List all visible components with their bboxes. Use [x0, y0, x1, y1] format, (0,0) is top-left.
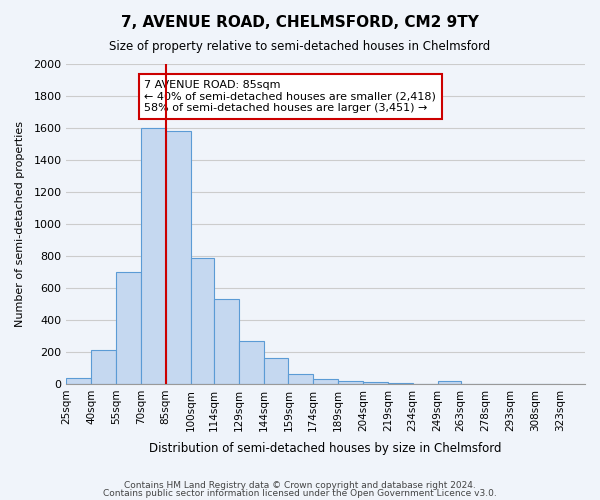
Bar	[191, 258, 214, 384]
Bar	[437, 380, 461, 384]
Text: 7, AVENUE ROAD, CHELMSFORD, CM2 9TY: 7, AVENUE ROAD, CHELMSFORD, CM2 9TY	[121, 15, 479, 30]
Bar	[363, 382, 388, 384]
Y-axis label: Number of semi-detached properties: Number of semi-detached properties	[15, 121, 25, 327]
Bar	[263, 358, 289, 384]
Text: Size of property relative to semi-detached houses in Chelmsford: Size of property relative to semi-detach…	[109, 40, 491, 53]
Bar	[289, 374, 313, 384]
Bar	[91, 350, 116, 384]
Bar	[214, 299, 239, 384]
Text: 7 AVENUE ROAD: 85sqm
← 40% of semi-detached houses are smaller (2,418)
58% of se: 7 AVENUE ROAD: 85sqm ← 40% of semi-detac…	[144, 80, 436, 113]
Bar	[388, 383, 413, 384]
Text: Contains public sector information licensed under the Open Government Licence v3: Contains public sector information licen…	[103, 488, 497, 498]
Bar	[338, 380, 363, 384]
X-axis label: Distribution of semi-detached houses by size in Chelmsford: Distribution of semi-detached houses by …	[149, 442, 502, 455]
Bar	[239, 340, 263, 384]
Bar	[313, 379, 338, 384]
Bar	[141, 128, 166, 384]
Bar	[116, 272, 141, 384]
Text: Contains HM Land Registry data © Crown copyright and database right 2024.: Contains HM Land Registry data © Crown c…	[124, 481, 476, 490]
Bar	[67, 378, 91, 384]
Bar	[166, 131, 191, 384]
